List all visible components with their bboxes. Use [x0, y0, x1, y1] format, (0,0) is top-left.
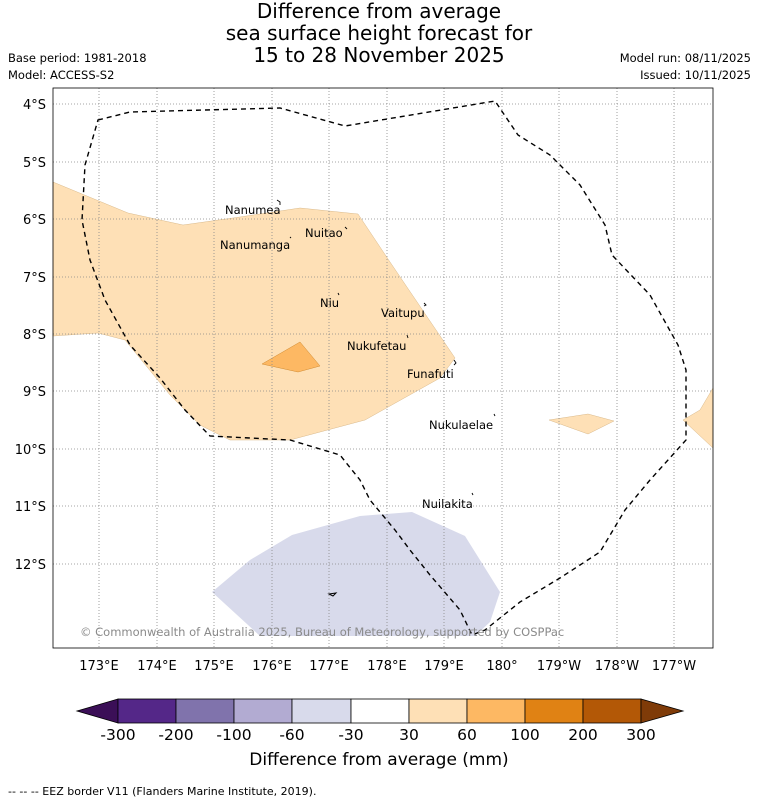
- issued-date: Issued: 10/11/2025: [640, 68, 751, 82]
- colorbar-bin-3: [233, 698, 293, 724]
- lon-label-177w: 177°W: [652, 659, 696, 674]
- colorbar-bin-1: [117, 698, 177, 724]
- colorbar: [75, 698, 685, 724]
- lat-label-10s: 10°S: [15, 443, 46, 458]
- island-label-niu: Niu: [320, 296, 339, 310]
- model-info: Base period: 1981-2018 Model: ACCESS-S2: [8, 50, 147, 84]
- island-label-vaitupu: Vaitupu: [381, 306, 425, 320]
- colorbar-tick-5: -30: [338, 726, 363, 744]
- colorbar-tick-1: -300: [100, 726, 135, 744]
- island-marker-niu: [337, 292, 340, 296]
- colorbar-tick-3: -100: [216, 726, 251, 744]
- colorbar-label: Difference from average (mm): [249, 750, 509, 770]
- island-marker-funafuti: [453, 359, 457, 366]
- lat-label-7s: 7°S: [23, 271, 46, 286]
- island-label-nuitao: Nuitao: [305, 226, 343, 240]
- island-label-nuilakita: Nuilakita: [422, 497, 473, 511]
- colorbar-arrow-low: [75, 698, 119, 724]
- island-marker-nuilakita: [471, 492, 474, 496]
- lon-label-178e: 178°E: [367, 659, 407, 674]
- model-name: Model: ACCESS-S2: [8, 68, 115, 82]
- island-label-nanumanga: Nanumanga: [220, 238, 290, 252]
- colorbar-tick-9: 200: [568, 726, 598, 744]
- colorbar-bin-8: [524, 698, 584, 724]
- colorbar-tick-4: -60: [279, 726, 304, 744]
- title-line-2: sea surface height forecast for: [225, 21, 533, 45]
- chart-title: Difference from average sea surface heig…: [0, 0, 758, 66]
- colorbar-arrow-high: [640, 698, 685, 724]
- colorbar-bin-6: [408, 698, 468, 724]
- model-run: Model run: 08/11/2025: [619, 51, 751, 65]
- lat-label-9s: 9°S: [23, 385, 46, 400]
- colorbar-tick-2: -200: [158, 726, 193, 744]
- anomaly-area-light-orange-edge: [682, 387, 714, 449]
- lat-label-6s: 6°S: [23, 213, 46, 228]
- island-marker-nuitao: [344, 226, 348, 230]
- lon-label-177e: 177°E: [309, 659, 349, 674]
- colorbar-bin-7: [466, 698, 526, 724]
- island-marker-nanumanga: [289, 236, 292, 239]
- lon-label-175e: 175°E: [194, 659, 234, 674]
- eez-footnote: -- -- -- EEZ border V11 (Flanders Marine…: [8, 785, 317, 798]
- title-line-1: Difference from average: [256, 0, 502, 23]
- map-frame: [52, 87, 714, 649]
- colorbar-bin-2: [175, 698, 235, 724]
- colorbar-tick-7: 60: [457, 726, 477, 744]
- anomaly-area-light-orange-east: [548, 413, 615, 435]
- colorbar-bin-4: [291, 698, 352, 724]
- anomaly-area-orange-core: [261, 341, 321, 373]
- lat-label-11s: 11°S: [15, 500, 46, 515]
- lon-label-176e: 176°E: [252, 659, 292, 674]
- island-marker-nukufetau: [406, 334, 409, 339]
- lon-label-174e: 174°E: [137, 659, 177, 674]
- lon-label-179e: 179°E: [424, 659, 464, 674]
- island-marker-nanumea: [276, 199, 281, 205]
- island-markers: [276, 199, 496, 496]
- title-line-3: 15 to 28 November 2025: [253, 43, 505, 67]
- colorbar-tick-6: 30: [399, 726, 419, 744]
- lon-label-178w: 178°W: [595, 659, 639, 674]
- colorbar-tick-10: 300: [626, 726, 656, 744]
- lat-label-12s: 12°S: [15, 558, 46, 573]
- anomaly-area-light-purple: [212, 512, 500, 636]
- colorbar-tick-8: 100: [510, 726, 540, 744]
- run-info: Model run: 08/11/2025 Issued: 10/11/2025: [620, 50, 751, 84]
- island-label-nukufetau: Nukufetau: [347, 339, 406, 353]
- copyright-text: © Commonwealth of Australia 2025, Bureau…: [80, 625, 564, 639]
- lon-label-179w: 179°W: [537, 659, 581, 674]
- small-island-outline: [327, 592, 338, 597]
- lat-label-4s: 4°S: [23, 98, 46, 113]
- eez-border: [81, 100, 687, 636]
- colorbar-bin-9: [582, 698, 642, 724]
- anomaly-area-light-orange-main: [52, 181, 456, 441]
- island-label-nukulaelae: Nukulaelae: [429, 418, 493, 432]
- island-label-nanumea: Nanumea: [225, 203, 281, 217]
- lat-label-5s: 5°S: [23, 156, 46, 171]
- base-period: Base period: 1981-2018: [8, 51, 147, 65]
- island-label-funafuti: Funafuti: [407, 367, 454, 381]
- map-gridlines: [53, 88, 713, 648]
- lat-label-8s: 8°S: [23, 328, 46, 343]
- island-marker-nukulaelae: [493, 413, 496, 417]
- colorbar-bin-5: [350, 698, 410, 724]
- lon-label-180: 180°: [486, 659, 517, 674]
- island-marker-vaitupu: [423, 302, 427, 307]
- lon-label-173e: 173°E: [79, 659, 119, 674]
